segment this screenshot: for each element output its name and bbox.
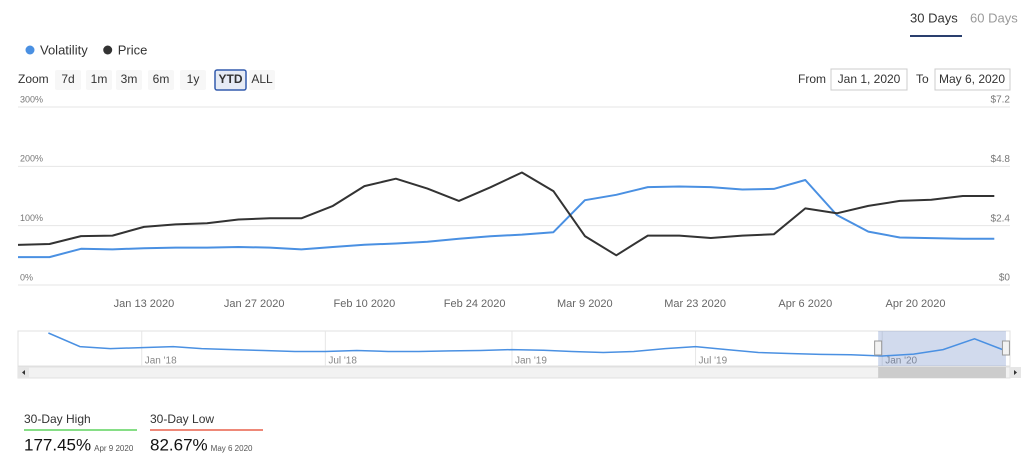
zoom-button-bg — [148, 70, 174, 90]
zoom-label: Zoom — [18, 72, 49, 86]
x-tick-label: Feb 24 2020 — [444, 298, 506, 310]
zoom-button[interactable]: 3m — [116, 70, 142, 90]
scrollbar-thumb[interactable] — [878, 367, 1006, 378]
navigator-tick-label: Jul '18 — [328, 356, 357, 367]
y-tick-label: 100% — [20, 213, 43, 223]
x-tick-label: Apr 6 2020 — [778, 298, 832, 310]
tab[interactable]: 30 Days — [910, 10, 962, 37]
stat-date: Apr 9 2020 — [94, 444, 134, 453]
zoom-button-bg — [249, 70, 275, 90]
x-tick-label: Mar 9 2020 — [557, 298, 613, 310]
to-label: To — [916, 72, 929, 86]
zoom-button-bg — [86, 70, 112, 90]
zoom-button-label: 1y — [187, 72, 200, 86]
zoom-button[interactable]: 1y — [180, 70, 206, 90]
handle — [1001, 340, 1010, 356]
input-box — [934, 68, 1011, 91]
zoom-button[interactable]: YTD — [214, 69, 247, 91]
navigator-tick-label: Jul '19 — [699, 356, 728, 367]
navigator-tick-label: Jan '20 — [885, 356, 917, 367]
scroll-arrow — [1014, 370, 1017, 375]
stat-label: 30-Day High — [24, 412, 91, 426]
zoom-button-bg — [180, 70, 206, 90]
to-input[interactable]: May 6, 2020 — [934, 68, 1011, 91]
from-label: From — [798, 72, 826, 86]
tab-label: 60 Days — [970, 10, 1018, 25]
legend-item[interactable]: Price — [103, 42, 147, 57]
input-box — [830, 68, 908, 91]
zoom-button-bg — [55, 70, 81, 90]
zoom-button[interactable]: 1m — [86, 70, 112, 90]
series-line — [17, 171, 995, 257]
navigator-handle[interactable] — [1001, 340, 1010, 356]
y2-tick-label: $4.8 — [991, 154, 1011, 165]
x-tick-label: Jan 27 2020 — [224, 298, 285, 310]
from-input[interactable]: Jan 1, 2020 — [830, 68, 908, 91]
zoom-button-label: 3m — [121, 72, 138, 86]
x-tick-label: Mar 23 2020 — [664, 298, 726, 310]
x-tick-label: Feb 10 2020 — [334, 298, 396, 310]
zoom-button[interactable]: 6m — [148, 70, 174, 90]
scroll-arrow — [22, 370, 25, 375]
handle — [874, 340, 883, 356]
to-value: May 6, 2020 — [939, 72, 1005, 86]
zoom-button-label: ALL — [251, 72, 273, 86]
y2-tick-label: $2.4 — [991, 213, 1011, 224]
legend-marker — [103, 45, 113, 55]
legend-label: Volatility — [40, 42, 88, 57]
x-tick-label: Jan 13 2020 — [114, 298, 175, 310]
navigator-frame — [17, 330, 1011, 367]
zoom-button[interactable]: ALL — [249, 70, 275, 90]
stat-date: May 6 2020 — [211, 444, 253, 453]
series-line — [18, 179, 995, 259]
zoom-button[interactable]: 7d — [55, 70, 81, 90]
stat-label: 30-Day Low — [150, 412, 214, 426]
y-tick-label: 200% — [20, 154, 43, 164]
tab-label: 30 Days — [910, 10, 958, 25]
y-tick-label: 300% — [20, 94, 43, 104]
y2-tick-label: $7.2 — [991, 95, 1011, 106]
y-tick-label: 0% — [20, 272, 33, 282]
stat-value: 82.67% — [150, 435, 208, 454]
zoom-button-bg — [116, 70, 142, 90]
navigator-handle[interactable] — [874, 340, 883, 356]
navigator-selection — [878, 331, 1006, 366]
navigator-tick-label: Jan '18 — [145, 356, 177, 367]
legend-label: Price — [118, 42, 148, 57]
zoom-button-label: YTD — [219, 72, 243, 86]
navigator-tick-label: Jan '19 — [515, 356, 547, 367]
zoom-button-label: 7d — [61, 72, 74, 86]
x-tick-label: Apr 20 2020 — [886, 298, 946, 310]
stat-value: 177.45% — [24, 435, 91, 454]
from-value: Jan 1, 2020 — [838, 72, 901, 86]
navigator-line — [48, 332, 1006, 357]
y2-tick-label: $0 — [999, 273, 1011, 284]
zoom-button-label: 1m — [91, 72, 108, 86]
zoom-button-bg — [214, 69, 247, 91]
scrollbar-track — [17, 366, 1011, 379]
zoom-button-label: 6m — [153, 72, 170, 86]
tab[interactable]: 60 Days — [970, 10, 1018, 25]
legend-marker — [25, 45, 35, 55]
legend-item[interactable]: Volatility — [25, 42, 89, 57]
